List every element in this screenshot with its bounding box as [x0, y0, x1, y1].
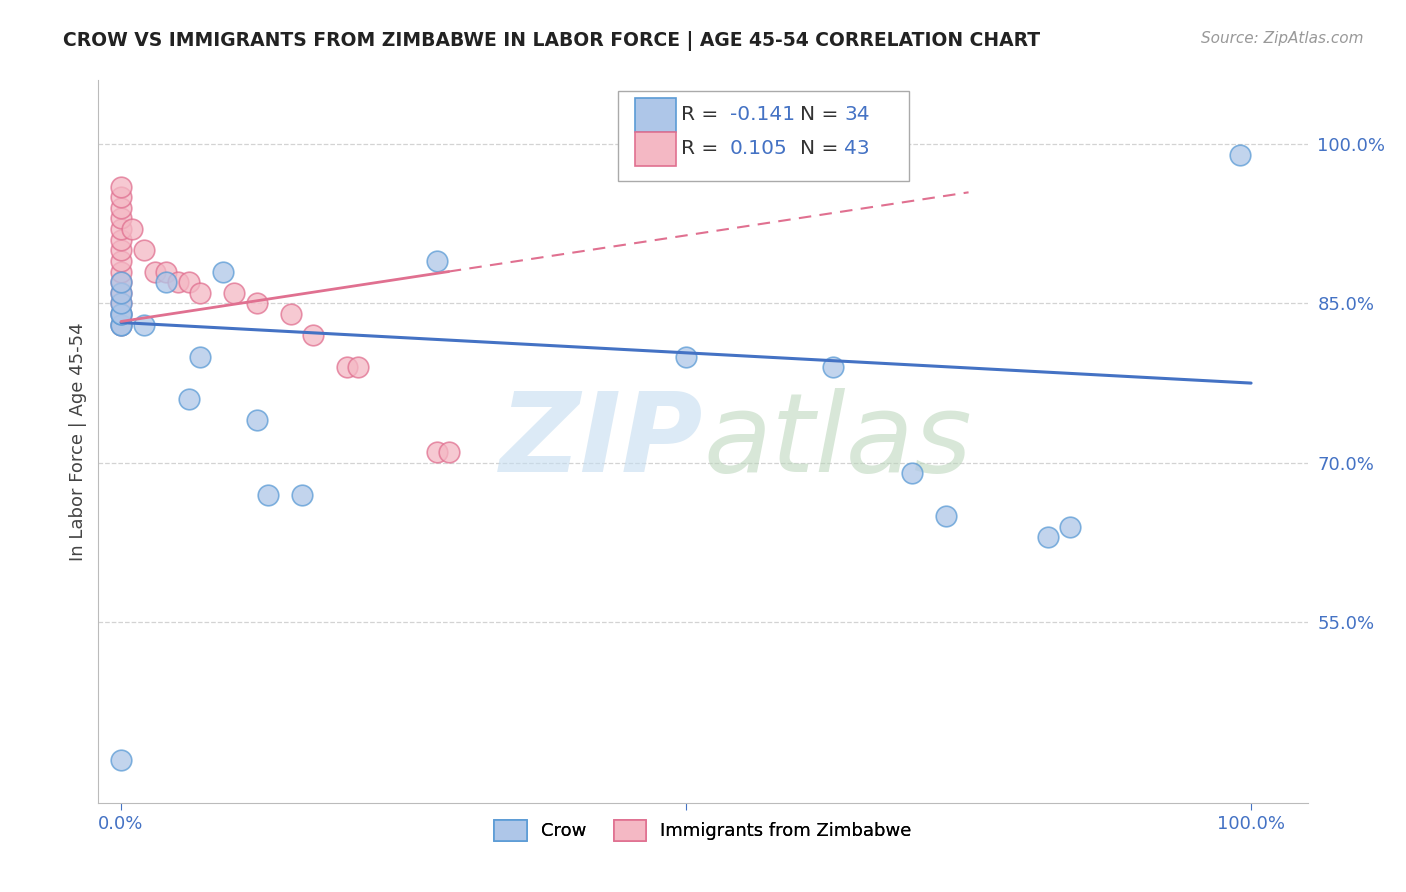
Point: [110, 211, 132, 226]
Text: 0.105: 0.105: [730, 139, 787, 159]
Text: Source: ZipAtlas.com: Source: ZipAtlas.com: [1201, 31, 1364, 46]
Point: [132, 318, 155, 332]
Point: [177, 392, 200, 406]
Point: [121, 222, 143, 236]
Text: atlas: atlas: [703, 388, 972, 495]
Point: [675, 350, 697, 364]
FancyBboxPatch shape: [636, 98, 676, 132]
Point: [222, 285, 245, 300]
Point: [110, 264, 132, 278]
Point: [1036, 530, 1059, 544]
Point: [347, 360, 370, 375]
Point: [110, 285, 132, 300]
Point: [188, 350, 211, 364]
Text: -0.141: -0.141: [730, 105, 794, 125]
Point: [188, 285, 211, 300]
Point: [110, 296, 132, 310]
Point: [110, 222, 132, 236]
Point: [901, 467, 924, 481]
Point: [110, 318, 132, 332]
Point: [166, 275, 188, 289]
Text: R =: R =: [682, 105, 725, 125]
Y-axis label: In Labor Force | Age 45-54: In Labor Force | Age 45-54: [69, 322, 87, 561]
Point: [821, 360, 844, 375]
Point: [177, 275, 200, 289]
Text: 34: 34: [845, 105, 870, 125]
Point: [110, 244, 132, 258]
Point: [246, 296, 269, 310]
Point: [110, 307, 132, 321]
Point: [1229, 147, 1251, 161]
Text: CROW VS IMMIGRANTS FROM ZIMBABWE IN LABOR FORCE | AGE 45-54 CORRELATION CHART: CROW VS IMMIGRANTS FROM ZIMBABWE IN LABO…: [63, 31, 1040, 51]
Point: [110, 753, 132, 767]
Point: [211, 264, 233, 278]
FancyBboxPatch shape: [636, 132, 676, 166]
Point: [110, 285, 132, 300]
Point: [132, 244, 155, 258]
Text: R =: R =: [682, 139, 725, 159]
Point: [110, 233, 132, 247]
Text: ZIP: ZIP: [499, 388, 703, 495]
Point: [426, 254, 449, 268]
Point: [280, 307, 302, 321]
Point: [110, 179, 132, 194]
Text: N =: N =: [800, 139, 845, 159]
Point: [336, 360, 359, 375]
Point: [155, 264, 177, 278]
Legend: Crow, Immigrants from Zimbabwe: Crow, Immigrants from Zimbabwe: [486, 813, 920, 848]
Point: [155, 275, 177, 289]
Point: [143, 264, 166, 278]
Point: [246, 413, 269, 427]
Point: [110, 254, 132, 268]
Point: [110, 296, 132, 310]
Point: [291, 488, 314, 502]
Point: [302, 328, 325, 343]
Point: [935, 508, 957, 523]
Point: [110, 275, 132, 289]
Point: [110, 307, 132, 321]
Text: N =: N =: [800, 105, 845, 125]
Point: [110, 190, 132, 204]
Point: [110, 201, 132, 215]
Point: [110, 318, 132, 332]
Point: [437, 445, 460, 459]
Point: [426, 445, 449, 459]
Point: [110, 275, 132, 289]
Text: 43: 43: [845, 139, 870, 159]
Point: [1059, 519, 1081, 533]
FancyBboxPatch shape: [619, 91, 908, 181]
Point: [110, 318, 132, 332]
Point: [257, 488, 280, 502]
Point: [110, 307, 132, 321]
